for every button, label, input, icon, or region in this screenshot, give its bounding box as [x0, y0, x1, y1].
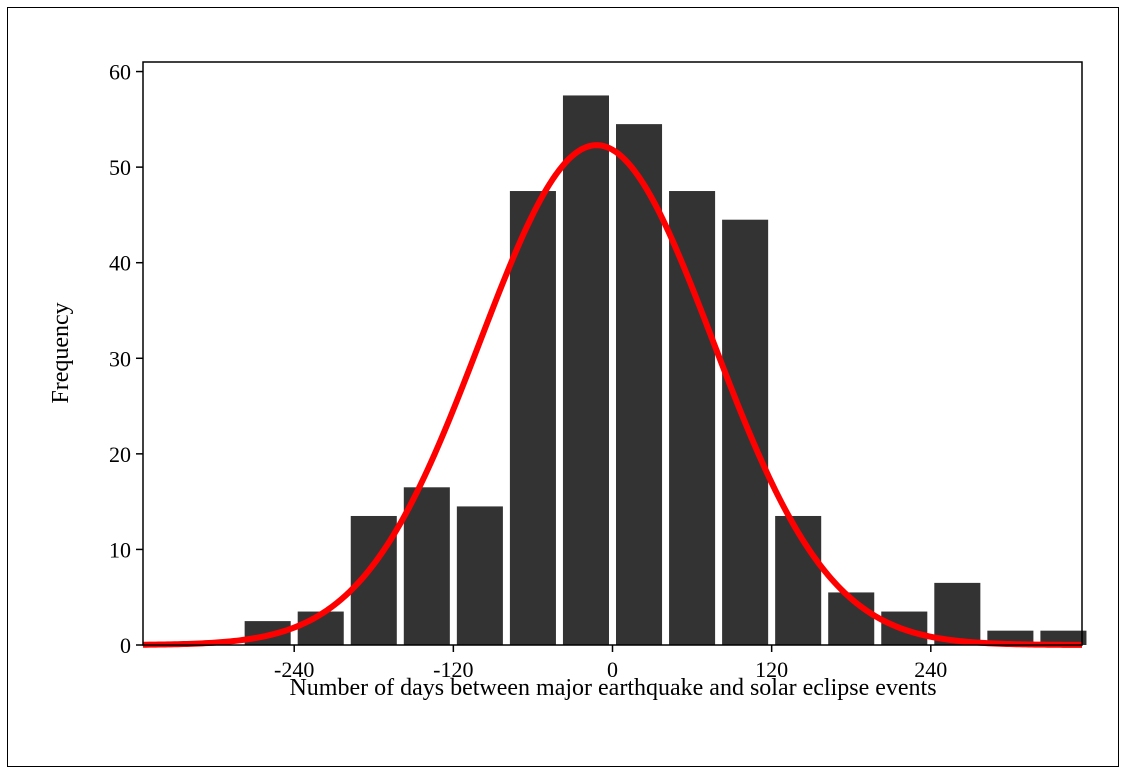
y-axis: 0 10 20 30 40 50 60	[109, 60, 143, 658]
y-tick-label: 50	[109, 155, 131, 180]
y-tick-label: 40	[109, 251, 131, 276]
histogram-bar	[722, 219, 769, 645]
x-axis-title: Number of days between major earthquake …	[289, 675, 936, 701]
histogram-bar	[934, 582, 981, 645]
histogram-bar	[562, 95, 609, 646]
x-tick-label: -120	[433, 657, 473, 682]
x-tick-label: 120	[755, 657, 788, 682]
y-tick-label: 30	[109, 346, 131, 371]
x-tick-label: 0	[607, 657, 618, 682]
y-tick-label: 0	[120, 633, 131, 658]
y-axis-title: Frequency	[48, 302, 74, 403]
curve-layer	[142, 142, 1083, 648]
histogram-bar	[616, 124, 663, 646]
bars-layer	[244, 95, 1087, 646]
histogram-bar	[669, 191, 716, 645]
y-tick-label: 60	[109, 60, 131, 85]
x-tick-label: 240	[914, 657, 947, 682]
y-tick-label: 10	[109, 537, 131, 562]
normal-fit-curve	[142, 142, 1083, 648]
histogram-bar	[403, 487, 450, 645]
y-tick-label: 20	[109, 442, 131, 467]
x-axis: -240 -120 0 120 240	[274, 645, 947, 682]
histogram-bar	[509, 191, 556, 645]
histogram-bar	[1040, 630, 1087, 645]
histogram-bar	[456, 506, 503, 645]
x-tick-label: -240	[274, 657, 314, 682]
